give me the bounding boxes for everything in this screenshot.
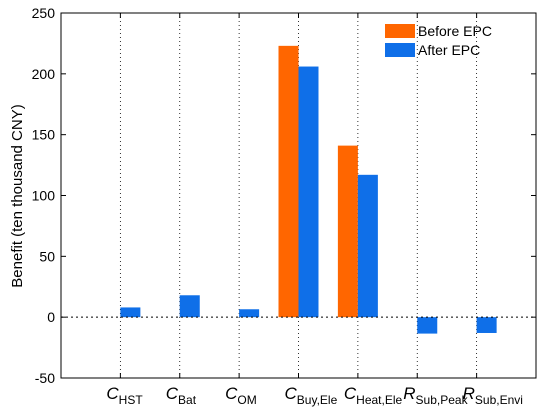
bars [120,45,497,334]
bar-before-epc [278,45,299,318]
bar-after-epc [120,307,141,318]
y-tick-label: -50 [35,370,55,386]
y-tick-label: 100 [32,188,56,204]
y-tick-label: 150 [32,127,56,143]
x-tick-label: CHeat,Ele [344,384,403,407]
y-axis-label: Benefit (ten thousand CNY) [9,104,26,287]
bar-after-epc [476,317,497,333]
y-axis-ticks: -50 0 50 100 150 200 250 [32,5,536,386]
legend-swatch [385,24,415,38]
bar-after-epc [239,309,260,318]
bar-after-epc [417,317,438,334]
bar-after-epc [357,174,378,318]
legend-label: After EPC [418,42,480,58]
bar-after-epc [298,66,319,318]
bar-after-epc [179,295,200,318]
x-tick-label: CHST [106,384,143,407]
x-axis-ticks: CHST CBat COM CBuy,Ele CHeat,Ele RSub,PeakRSu… [106,13,523,407]
y-tick-label: 200 [32,66,56,82]
x-tick-label: RSub,Peak [403,384,468,407]
legend-label: Before EPC [418,23,492,39]
y-tick-label: 250 [32,5,56,21]
x-tick-label: COM [225,384,257,407]
x-tick-label: RSub,Envi [463,384,523,407]
y-tick-label: 50 [39,248,55,264]
x-tick-label: CBat [166,384,197,407]
bar-before-epc [337,145,358,318]
legend-swatch [385,43,415,57]
legend: Before EPC After EPC [385,23,492,58]
x-tick-label: CBuy,Ele [285,384,338,407]
y-tick-label: 0 [47,309,55,325]
